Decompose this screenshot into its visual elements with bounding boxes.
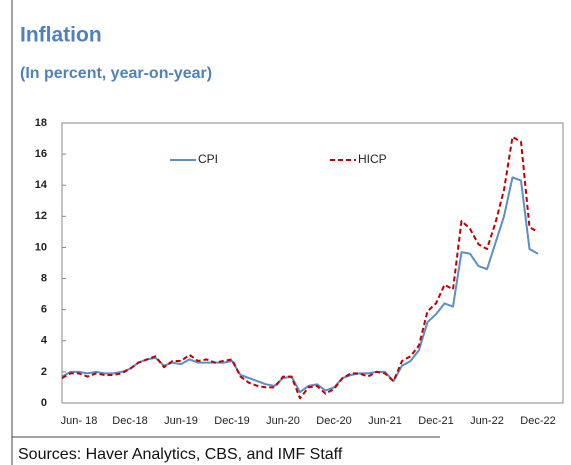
y-tick-label: 12 <box>35 210 47 222</box>
series-line <box>61 136 539 400</box>
legend-label: HICP <box>358 152 387 166</box>
y-tick-label: 2 <box>41 366 47 378</box>
x-tick-label: Jun-20 <box>266 415 300 427</box>
chart-subtitle: (In percent, year-on-year) <box>20 65 212 82</box>
x-tick-label: Dec-20 <box>316 415 351 427</box>
y-tick-label: 14 <box>35 179 48 191</box>
x-tick-label: Dec-19 <box>214 415 249 427</box>
chart-title: Inflation <box>20 24 102 47</box>
x-tick-label: Dec-21 <box>418 415 453 427</box>
y-tick-label: 6 <box>41 304 47 316</box>
x-tick-label: Jun-22 <box>470 415 504 427</box>
y-tick-label: 16 <box>35 148 47 160</box>
x-tick-label: Jun- 18 <box>61 415 98 427</box>
x-tick-label: Dec-22 <box>520 415 555 427</box>
x-tick-label: Jun-21 <box>368 415 402 427</box>
y-tick-label: 0 <box>41 397 47 409</box>
source-note: Sources: Haver Analytics, CBS, and IMF S… <box>18 446 343 463</box>
plot-area <box>61 122 564 404</box>
legend-label: CPI <box>198 152 218 166</box>
y-tick-label: 10 <box>35 241 47 253</box>
series-line <box>61 176 539 394</box>
x-tick-label: Dec-18 <box>112 415 147 427</box>
x-tick-label: Jun-19 <box>164 415 198 427</box>
y-tick-label: 18 <box>35 117 47 129</box>
y-tick-label: 8 <box>41 272 47 284</box>
y-tick-label: 4 <box>41 335 48 347</box>
